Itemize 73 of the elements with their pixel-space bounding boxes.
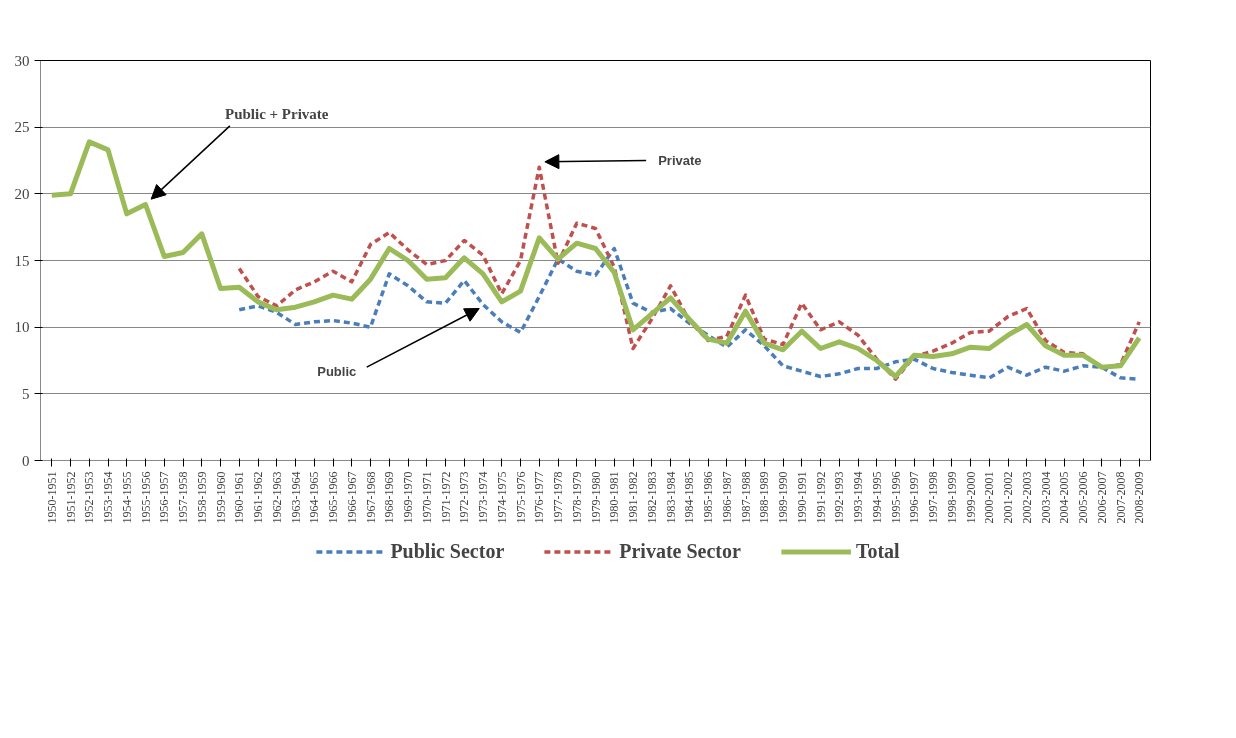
x-tick-label: 2006-2007: [1094, 471, 1109, 524]
x-tick-label: 1986-1987: [719, 471, 734, 524]
legend-label: Total: [855, 539, 900, 563]
x-tick-label: 1977-1978: [551, 471, 565, 524]
x-tick-label: 1950-1951: [44, 471, 59, 524]
x-tick-label: 1993-1994: [851, 471, 865, 524]
x-tick-label: 1954-1955: [119, 471, 134, 524]
x-tick-label: 1975-1976: [513, 471, 528, 524]
x-tick-label: 1994-1995: [869, 471, 884, 524]
x-tick-label: 1989-1990: [776, 471, 790, 524]
x-tick-label: 1983-1984: [663, 471, 678, 524]
x-tick-label: 1999-2000: [963, 471, 978, 524]
x-tick-label: 1971-1972: [438, 471, 453, 524]
x-tick-label: 1968-1969: [382, 471, 397, 524]
x-tick-label: 1981-1982: [626, 471, 640, 524]
legend-label: Public Sector: [390, 539, 505, 563]
x-tick-label: 1998-1999: [944, 471, 959, 524]
annotation: Private: [658, 153, 702, 168]
x-tick-label: 1973-1974: [476, 471, 490, 524]
x-tick-label: 2001-2002: [1001, 471, 1015, 524]
x-tick-label: 1958-1959: [194, 471, 209, 524]
x-tick-label: 1980-1981: [607, 471, 622, 524]
x-tick-label: 1996-1997: [907, 471, 922, 524]
x-tick-label: 2008-2009: [1132, 471, 1147, 524]
x-tick-label: 1963-1964: [288, 471, 303, 524]
x-tick-label: 1970-1971: [419, 471, 434, 524]
x-tick-label: 1961-1962: [251, 471, 265, 524]
x-tick-label: 1990-1991: [794, 471, 809, 524]
x-tick-label: 1957-1958: [176, 471, 190, 524]
x-tick-label: 1953-1954: [101, 471, 115, 524]
x-tick-label: 1962-1963: [269, 471, 284, 524]
y-tick-label: 5: [22, 385, 30, 402]
x-tick-label: 1960-1961: [232, 471, 247, 524]
x-tick-label: 1982-1983: [644, 471, 659, 524]
x-tick-label: 2005-2006: [1076, 471, 1090, 524]
x-tick-label: 1964-1965: [307, 471, 322, 524]
x-tick-label: 1978-1979: [569, 471, 584, 524]
x-tick-label: 1974-1975: [494, 471, 509, 524]
x-tick-label: 1956-1957: [157, 471, 172, 524]
x-tick-label: 1952-1953: [82, 471, 97, 524]
x-tick-label: 1988-1989: [757, 471, 772, 524]
y-tick-label: 25: [14, 119, 30, 136]
x-tick-label: 1979-1980: [588, 471, 603, 524]
line-series: [237, 165, 1141, 381]
y-tick-label: 15: [14, 252, 30, 269]
x-tick-label: 1951-1952: [63, 471, 78, 524]
x-tick-label: 1991-1992: [813, 471, 828, 524]
x-tick-label: 1995-1996: [888, 471, 903, 524]
x-tick-label: 1972-1973: [457, 471, 472, 524]
x-tick-label: 1997-1998: [926, 471, 940, 524]
x-tick-label: 2003-2004: [1038, 471, 1053, 524]
annotation: Public + Private: [224, 105, 329, 122]
x-tick-label: 1967-1968: [363, 471, 378, 524]
x-tick-label: 1985-1986: [701, 471, 715, 524]
x-tick-label: 1976-1977: [532, 471, 547, 524]
x-tick-label: 1992-1993: [832, 471, 847, 524]
y-tick-label: 10: [14, 319, 30, 336]
annotation: Public: [317, 363, 357, 379]
x-tick-label: 2007-2008: [1113, 471, 1128, 524]
y-tick-label: 20: [14, 185, 30, 202]
x-tick-label: 1955-1956: [138, 471, 153, 524]
y-tick-label: 30: [14, 52, 30, 69]
x-tick-label: 1987-1988: [738, 471, 753, 524]
x-tick-label: 2004-2005: [1057, 471, 1072, 524]
y-tick-label: 0: [22, 452, 30, 469]
legend-label: Private Sector: [619, 539, 741, 563]
x-tick-label: 2002-2003: [1019, 471, 1034, 524]
x-tick-label: 1969-1970: [401, 471, 415, 524]
x-tick-label: 2000-2001: [982, 471, 997, 524]
x-tick-label: 1959-1960: [213, 471, 228, 524]
x-tick-label: 1966-1967: [344, 471, 359, 524]
x-tick-label: 1965-1966: [326, 471, 340, 524]
x-tick-label: 1984-1985: [682, 471, 697, 524]
